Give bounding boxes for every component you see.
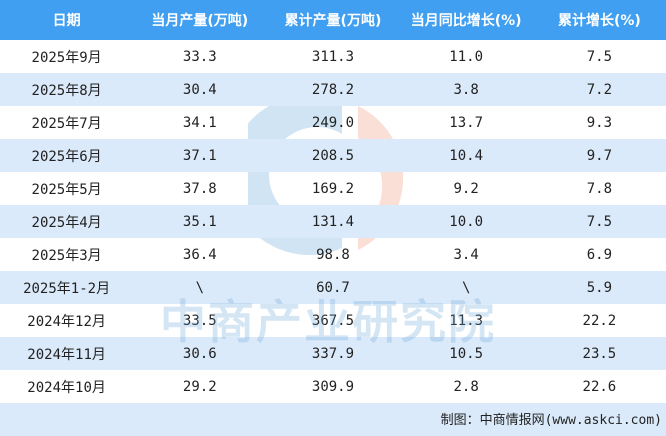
- table-row: 2025年1-2月 \ 60.7 \ 5.9: [0, 271, 666, 304]
- table-cell: 311.3: [311, 48, 355, 65]
- table-cell: 131.4: [266, 205, 400, 238]
- table-cell: 35.1: [133, 205, 267, 238]
- table-cell: 2025年9月: [31, 49, 102, 66]
- table-cell: 36.4: [182, 246, 217, 263]
- table-cell: 37.1: [133, 139, 267, 172]
- table-cell: 2025年8月: [0, 73, 134, 106]
- table-cell: 208.5: [266, 139, 400, 172]
- table-header-row: 日期 当月产量(万吨) 累计产量(万吨) 当月同比增长(%) 累计增长(%): [0, 0, 666, 40]
- table-cell: 2025年5月: [31, 181, 102, 198]
- table-cell: 2024年11月: [0, 337, 134, 370]
- table-cell: 7.2: [532, 73, 666, 106]
- source-credit: 制图：中商情报网(www.askci.com): [440, 413, 662, 428]
- table-cell: 169.2: [311, 180, 355, 197]
- table-cell: 6.9: [586, 246, 613, 263]
- table-cell: \: [133, 271, 267, 304]
- table-cell: 3.8: [399, 73, 533, 106]
- table-cell: 367.5: [311, 312, 355, 329]
- table-cell: 9.7: [532, 139, 666, 172]
- table-cell: 2024年12月: [27, 313, 106, 330]
- table-cell: 2025年7月: [31, 115, 102, 132]
- table-cell: 7.5: [532, 205, 666, 238]
- table-row: 2024年10月 29.2 309.9 2.8 22.6: [0, 370, 666, 403]
- column-header: 当月同比增长(%): [399, 0, 533, 40]
- table-cell: 30.6: [133, 337, 267, 370]
- table-row: 2025年8月 30.4 278.2 3.8 7.2: [0, 73, 666, 106]
- table-cell: 10.5: [399, 337, 533, 370]
- table-cell: 309.9: [311, 378, 355, 395]
- table-row: 2025年5月 37.8 169.2 9.2 7.8: [0, 172, 666, 205]
- table-cell: 33.5: [182, 312, 217, 329]
- table-cell: 37.8: [182, 180, 217, 197]
- table-row: 2025年7月 34.1 249.0 13.7 9.3: [0, 106, 666, 139]
- table-cell: 33.3: [182, 48, 217, 65]
- table-cell: 10.0: [399, 205, 533, 238]
- table-cell: 23.5: [532, 337, 666, 370]
- table-cell: 2025年1-2月: [0, 271, 134, 304]
- column-header: 累计增长(%): [532, 0, 666, 40]
- table-cell: 22.6: [582, 378, 617, 395]
- data-table: 日期 当月产量(万吨) 累计产量(万吨) 当月同比增长(%) 累计增长(%) 2025年…: [0, 0, 666, 403]
- column-header: 当月产量(万吨): [133, 0, 267, 40]
- column-header: 累计产量(万吨): [266, 0, 400, 40]
- table-cell: 30.4: [133, 73, 267, 106]
- footer-bar: 制图：中商情报网(www.askci.com): [0, 403, 666, 436]
- table-cell: 22.2: [582, 312, 617, 329]
- table-cell: 2025年3月: [31, 247, 102, 264]
- column-header: 日期: [0, 0, 134, 40]
- table-row: 2025年3月 36.4 98.8 3.4 6.9: [0, 238, 666, 271]
- table-row: 2024年11月 30.6 337.9 10.5 23.5: [0, 337, 666, 370]
- table-cell: 13.7: [449, 114, 484, 131]
- table-row: 2024年12月 33.5 367.5 11.3 22.2: [0, 304, 666, 337]
- table-cell: 98.8: [316, 246, 350, 263]
- table-row: 2025年6月 37.1 208.5 10.4 9.7: [0, 139, 666, 172]
- table-cell: 60.7: [266, 271, 400, 304]
- table-cell: 337.9: [266, 337, 400, 370]
- table-cell: \: [399, 271, 533, 304]
- table-cell: 2025年4月: [0, 205, 134, 238]
- table-cell: 5.9: [532, 271, 666, 304]
- table-cell: 34.1: [182, 114, 217, 131]
- table-row: 2025年4月 35.1 131.4 10.0 7.5: [0, 205, 666, 238]
- table-cell: 3.4: [453, 246, 479, 263]
- table-cell: 11.0: [449, 48, 484, 65]
- table-cell: 29.2: [182, 378, 217, 395]
- table-cell: 11.3: [449, 312, 484, 329]
- table-cell: 2.8: [453, 378, 479, 395]
- table-cell: 10.4: [399, 139, 533, 172]
- table-cell: 9.2: [453, 180, 479, 197]
- table-cell: 249.0: [311, 114, 355, 131]
- table-cell: 7.5: [586, 48, 613, 65]
- table-cell: 2025年6月: [0, 139, 134, 172]
- table-row: 2025年9月 33.3 311.3 11.0 7.5: [0, 40, 666, 73]
- table-cell: 2024年10月: [27, 379, 106, 396]
- table-cell: 278.2: [266, 73, 400, 106]
- table-cell: 7.8: [586, 180, 613, 197]
- table-cell: 9.3: [586, 114, 613, 131]
